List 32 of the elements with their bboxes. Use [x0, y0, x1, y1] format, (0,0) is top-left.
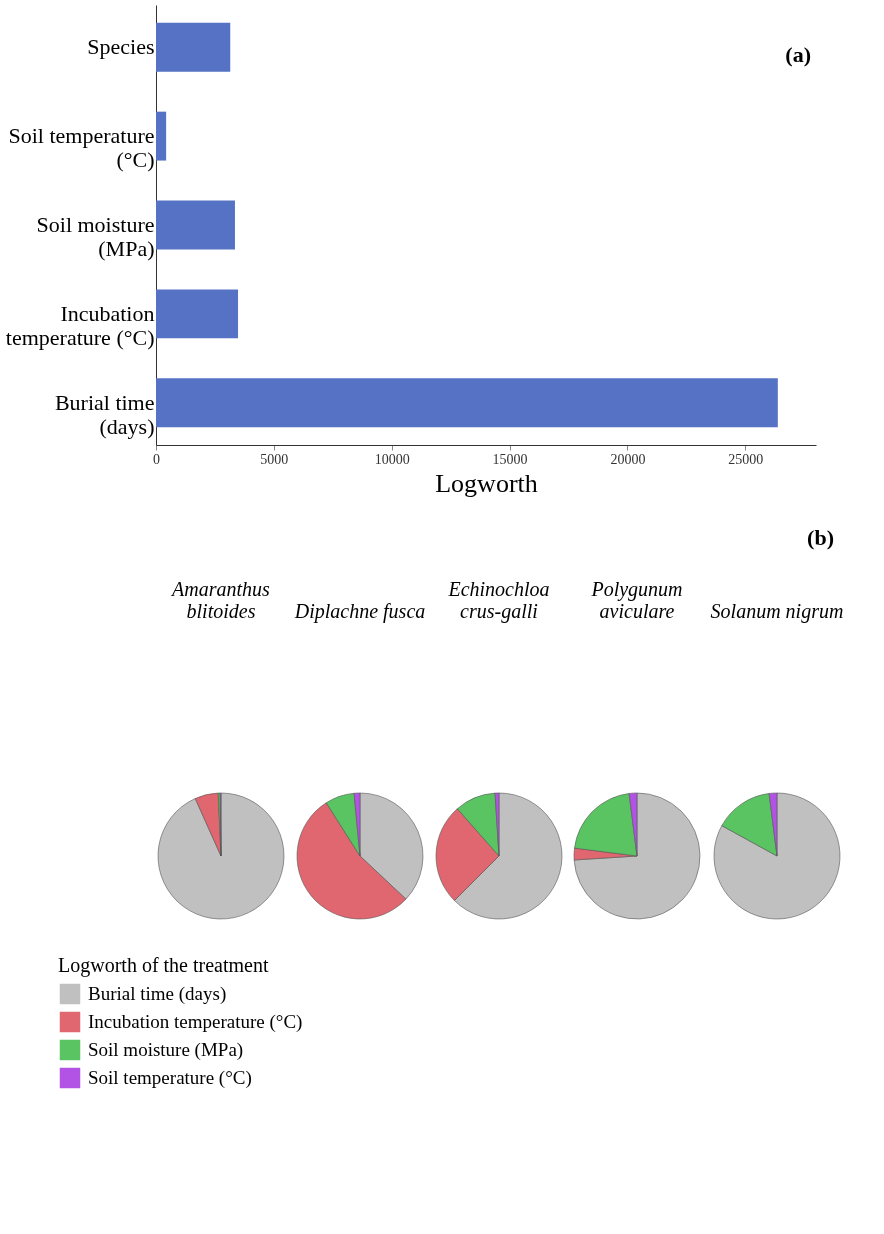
chart-title: Diplachne fusca: [293, 600, 426, 623]
bar: [156, 22, 231, 72]
x-tick-label: 25000: [728, 451, 764, 467]
x-tick-label: 15000: [492, 451, 528, 467]
bar: [156, 378, 778, 428]
x-axis-title: Logworth: [435, 468, 538, 498]
pie-slice: [573, 792, 701, 920]
y-tick-label: Species: [87, 34, 155, 60]
bar: [156, 289, 239, 339]
chart-title: Echinochloa crus-galli: [447, 578, 550, 623]
bar: [156, 200, 235, 250]
annotation: (a): [785, 42, 811, 67]
legend-label: Burial time (days): [88, 983, 227, 1005]
chart-title: Solanum nigrum: [710, 600, 844, 623]
legend-title: Logworth of the treatment: [58, 954, 269, 977]
y-tick-label: Incubation temperature (°C): [5, 300, 155, 350]
pie-slice: [157, 792, 285, 920]
y-tick-label: Burial time (days): [54, 389, 155, 439]
text: (b): [807, 525, 834, 550]
pie-slice: [713, 792, 841, 920]
legend-label: Incubation temperature (°C): [88, 1011, 303, 1033]
x-tick-label: 10000: [374, 451, 410, 467]
chart-title: Polygunum aviculare: [590, 578, 683, 622]
x-tick-label: 20000: [610, 451, 646, 467]
chart-title: Amaranthus blitoides: [170, 578, 271, 622]
y-tick-label: Soil temperature (°C): [8, 123, 155, 173]
x-tick-label: 5000: [260, 451, 289, 467]
y-tick-label: Soil moisture (MPa): [36, 212, 155, 261]
legend-label: Soil temperature (°C): [88, 1067, 252, 1089]
x-tick-label: 0: [153, 451, 160, 467]
legend-label: Soil moisture (MPa): [88, 1039, 244, 1061]
bar: [156, 111, 167, 161]
